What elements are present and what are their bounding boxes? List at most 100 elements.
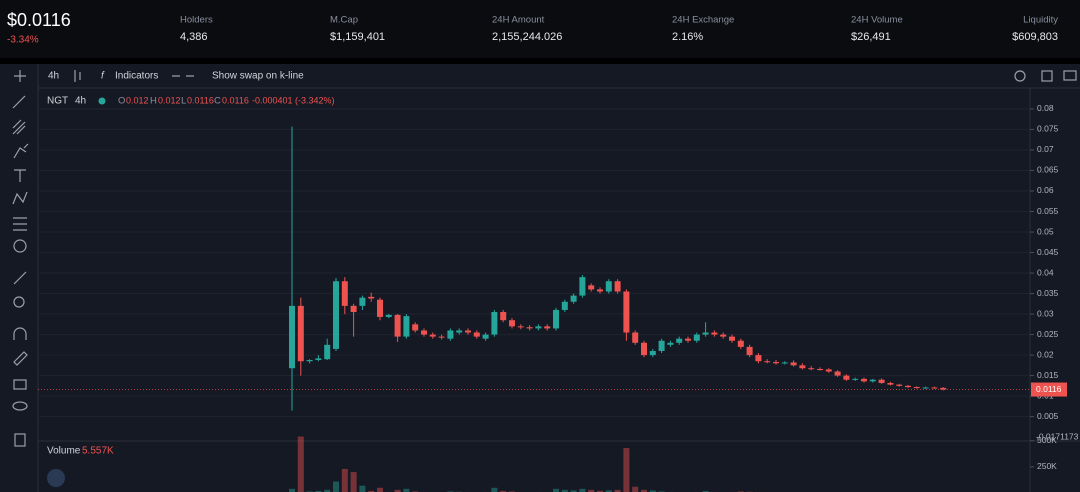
l-label: L: [181, 96, 186, 107]
candle-body: [315, 358, 322, 361]
candle-body: [641, 342, 647, 356]
top-toolbar: 4h f Indicators Show swap on k-line: [48, 70, 1077, 82]
volume-bar: [341, 468, 348, 492]
tool-icon[interactable]: [12, 95, 26, 109]
indicators[interactable]: Indicators: [115, 71, 158, 82]
volume-bar: [289, 488, 295, 492]
candle-body: [896, 384, 903, 386]
candle-body: [755, 355, 762, 362]
candle-body: [359, 297, 366, 306]
camera-icon[interactable]: [1063, 70, 1077, 81]
y-tick-label: 0.055: [1037, 206, 1059, 216]
candle-icon[interactable]: [74, 70, 81, 82]
y-tick-label: 0.035: [1037, 288, 1059, 298]
candle-body: [632, 332, 639, 343]
stat-label: 24H Amount: [492, 15, 545, 26]
tool-icon[interactable]: [13, 296, 25, 308]
left-toolbar: [12, 70, 65, 487]
volume-bar: [597, 490, 603, 492]
candle-body: [614, 281, 621, 292]
candle-body: [297, 305, 304, 362]
tool-icon[interactable]: [13, 379, 27, 390]
volume-bar: [324, 489, 331, 492]
last-price-tag: [1031, 382, 1067, 397]
candle-body: [790, 362, 797, 366]
fullscreen-icon[interactable]: [1041, 70, 1053, 82]
volume-bar: [561, 489, 568, 492]
tool-icon[interactable]: [14, 169, 26, 182]
h-value: 0.012: [158, 95, 181, 105]
stat-label: M.Cap: [330, 15, 358, 26]
tool-icon[interactable]: [14, 433, 26, 447]
logo[interactable]: [47, 469, 65, 487]
candle-body: [473, 332, 480, 337]
price-change: -3.34%: [7, 35, 39, 46]
volume-bar: [315, 490, 322, 492]
tool-icon[interactable]: [12, 191, 28, 205]
volume-bar: [588, 489, 595, 492]
candle-body: [702, 332, 709, 335]
candle-body: [729, 336, 735, 341]
last-price-label: 0.0116: [1036, 384, 1062, 394]
candle-body: [773, 362, 779, 364]
swap-toggle[interactable]: Show swap on k-line: [212, 71, 304, 82]
candle-body: [377, 299, 383, 317]
candle-body: [658, 340, 665, 351]
volume-bar: [297, 436, 304, 492]
candle-body: [922, 387, 929, 389]
candle-body: [438, 336, 445, 338]
fx-icon[interactable]: f: [101, 71, 105, 82]
o-label: O: [118, 96, 125, 107]
settings-icon[interactable]: [1014, 70, 1026, 82]
candle-body: [905, 385, 911, 388]
volume-bar: [350, 472, 357, 492]
tool-icon[interactable]: [13, 217, 27, 231]
stat-value: 2,155,244.026: [492, 31, 562, 43]
candle-body: [421, 330, 427, 335]
volume-bar: [403, 488, 410, 492]
candle-body: [333, 281, 339, 349]
candle-body: [526, 327, 533, 329]
volume-bar: [333, 481, 339, 492]
volume-bar: [359, 485, 366, 492]
candle-body: [887, 382, 894, 385]
candle-body: [623, 291, 630, 333]
legend-change: -0.000401 (-3.342%): [252, 95, 335, 105]
candle-body: [306, 360, 313, 362]
l-value: 0.0116: [187, 95, 214, 105]
candle-body: [667, 342, 674, 345]
interval[interactable]: 4h: [48, 71, 59, 82]
tool-icon[interactable]: [13, 327, 27, 340]
tool-icon[interactable]: [13, 351, 28, 366]
volume-bar: [500, 490, 507, 492]
volume-bar: [623, 448, 630, 492]
candle-body: [456, 330, 463, 333]
tool-icon[interactable]: [14, 70, 26, 82]
stat-value: 4,386: [180, 31, 208, 43]
y-tick-label: 0.005: [1037, 411, 1059, 421]
candle-body: [368, 296, 375, 299]
tool-icon[interactable]: [12, 119, 26, 135]
candle-body: [781, 362, 788, 364]
candle-body: [579, 277, 586, 296]
candle-body: [834, 371, 841, 376]
status-dot: [98, 97, 106, 105]
candle-body: [289, 305, 295, 369]
tool-icon[interactable]: [13, 143, 29, 159]
tool-icon[interactable]: [12, 401, 28, 411]
candle-body: [403, 316, 410, 337]
volume-bar: [368, 490, 375, 492]
candle-body: [500, 312, 507, 321]
tool-icon[interactable]: [13, 271, 27, 285]
y-tick-label: 0.04: [1037, 267, 1054, 277]
candle-body: [385, 314, 392, 317]
volume-bar: [649, 490, 656, 492]
candle-body: [861, 378, 867, 382]
tool-icon[interactable]: [13, 239, 27, 253]
candle-body: [764, 361, 771, 363]
candle-body: [825, 369, 832, 372]
candle-body: [913, 387, 920, 389]
candle-body: [720, 334, 727, 337]
y-tick-label: 0.08: [1037, 103, 1054, 113]
